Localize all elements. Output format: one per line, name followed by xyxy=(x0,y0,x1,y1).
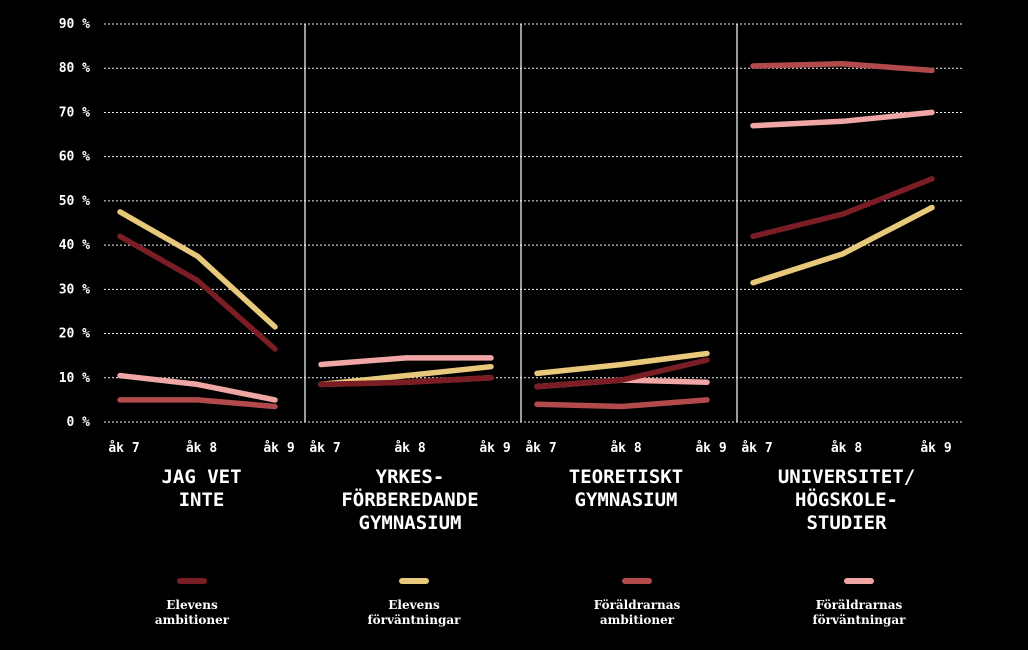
panel-title: INTE xyxy=(179,489,225,511)
y-tick-label: 40 % xyxy=(59,238,90,253)
series-line xyxy=(318,375,494,388)
panel-title: HÖGSKOLE- xyxy=(795,487,898,511)
x-tick-label: åk 7 xyxy=(108,441,139,456)
x-tick-label: åk 9 xyxy=(263,441,294,456)
series-line xyxy=(534,397,710,410)
x-tick-label: åk 8 xyxy=(831,441,862,456)
series-line xyxy=(534,350,710,377)
series-line xyxy=(750,176,935,240)
y-tick-label: 20 % xyxy=(59,327,90,342)
series-line xyxy=(750,204,935,286)
y-tick-label: 60 % xyxy=(59,150,90,165)
legend-label: Föräldrarnas ambitioner xyxy=(593,598,681,627)
x-tick-label: åk 7 xyxy=(741,441,772,456)
panel-title: FÖRBEREDANDE xyxy=(341,487,478,511)
panel-title: YRKES- xyxy=(376,466,445,488)
legend-item: Elevens förväntningar xyxy=(314,572,514,628)
x-tick-label: åk 7 xyxy=(309,441,340,456)
x-tick-label: åk 9 xyxy=(920,441,951,456)
panel-title: GYMNASIUM xyxy=(575,489,678,511)
y-tick-label: 90 % xyxy=(59,17,90,32)
series-line xyxy=(117,233,278,352)
x-tick-label: åk 8 xyxy=(186,441,217,456)
panel-title: GYMNASIUM xyxy=(359,512,462,534)
legend-swatch xyxy=(844,578,874,584)
legend-item: Föräldrarnas ambitioner xyxy=(537,572,737,628)
series-line xyxy=(117,209,278,330)
x-tick-label: åk 9 xyxy=(479,441,510,456)
series-line xyxy=(117,397,278,410)
panel-title: TEORETISKT xyxy=(569,466,683,488)
x-tick-label: åk 8 xyxy=(394,441,425,456)
series-line xyxy=(318,355,494,368)
x-tick-label: åk 8 xyxy=(610,441,641,456)
series-line xyxy=(534,357,710,390)
legend-label: Föräldrarnas förväntningar xyxy=(812,598,906,627)
series-line xyxy=(117,372,278,403)
legend-swatch xyxy=(177,578,207,584)
y-tick-label: 0 % xyxy=(67,415,91,430)
series-line xyxy=(750,61,935,74)
panel-title: JAG VET xyxy=(161,466,241,488)
y-tick-label: 30 % xyxy=(59,282,90,297)
panel-title: UNIVERSITET/ xyxy=(778,466,915,488)
line-chart: 0 % 10 % 20 % 30 % 40 % 50 % 60 % 70 % 80 % 90 % å… xyxy=(59,17,962,534)
legend-swatch xyxy=(399,578,429,584)
y-tick-label: 70 % xyxy=(59,105,90,120)
x-tick-label: åk 9 xyxy=(695,441,726,456)
series-line xyxy=(750,109,935,129)
legend-item: Elevens ambitioner xyxy=(92,572,292,628)
legend-swatch xyxy=(622,578,652,584)
legend-label: Elevens förväntningar xyxy=(367,598,461,627)
legend-item: Föräldrarnas förväntningar xyxy=(759,572,959,628)
legend-label: Elevens ambitioner xyxy=(154,598,230,627)
panel-title: STUDIER xyxy=(806,512,887,534)
y-tick-label: 10 % xyxy=(59,371,90,386)
y-tick-label: 80 % xyxy=(59,61,90,76)
x-tick-label: åk 7 xyxy=(525,441,556,456)
legend: Elevens ambitioner Elevens förväntningar F… xyxy=(80,572,1020,642)
y-tick-label: 50 % xyxy=(59,194,90,209)
